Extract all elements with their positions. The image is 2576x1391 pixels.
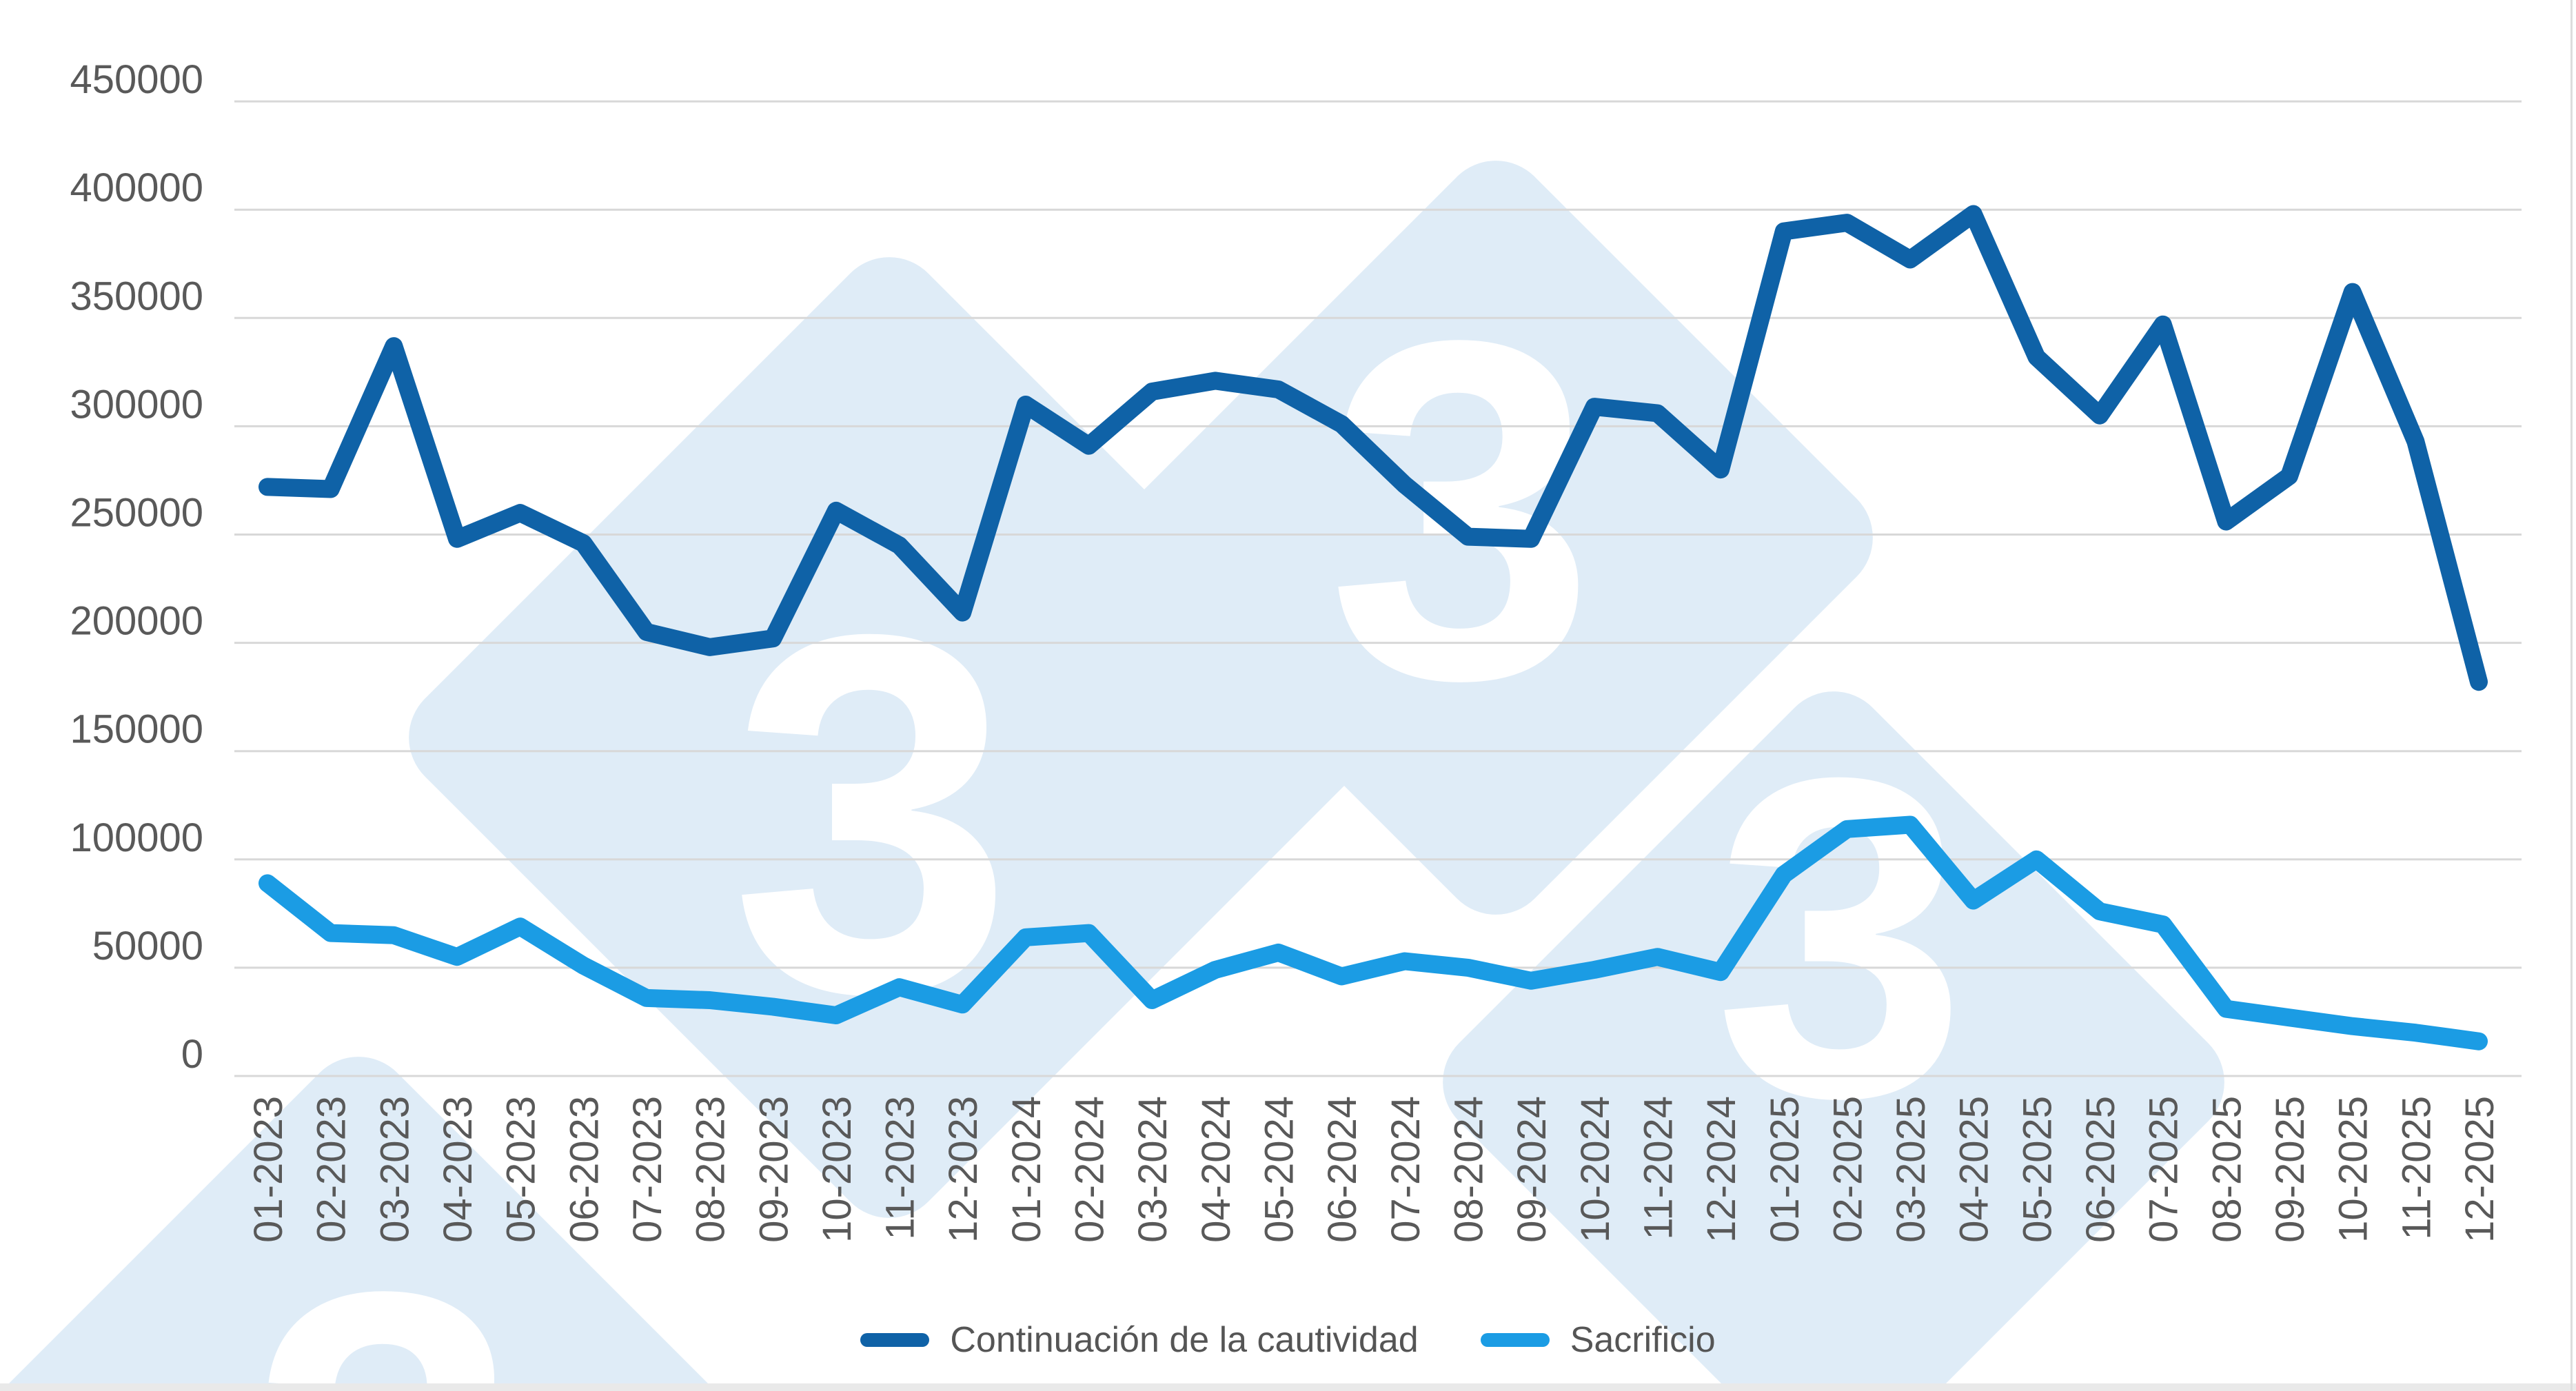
y-axis-tick-label: 400000 xyxy=(70,165,203,210)
series-layer xyxy=(258,205,2488,1050)
x-axis-tick-label: 03-2023 xyxy=(372,1096,417,1243)
y-axis-tick-label: 200000 xyxy=(70,599,203,644)
y-axis-tick-label: 300000 xyxy=(70,382,203,427)
watermark-diamond xyxy=(0,1057,763,1391)
x-axis-tick-label: 04-2024 xyxy=(1194,1096,1239,1243)
x-axis-tick-label: 07-2023 xyxy=(625,1096,670,1243)
y-axis-tick-label: 450000 xyxy=(70,57,203,102)
x-axis-tick-label: 01-2024 xyxy=(1004,1096,1049,1243)
series-line-continuacion xyxy=(258,205,2488,691)
x-axis-tick-label: 06-2023 xyxy=(562,1096,607,1243)
y-axis-labels: 0 50000 100000 150000 200000 250000 300000 3500… xyxy=(70,57,203,1077)
watermark-digit: 3 xyxy=(252,1192,520,1391)
x-axis-tick-label: 02-2023 xyxy=(310,1096,354,1243)
x-axis-tick-label: 07-2025 xyxy=(2142,1096,2187,1243)
watermark-digit: 3 xyxy=(1327,241,1595,780)
watermark-diamond xyxy=(1443,691,2224,1391)
x-axis-tick-label: 11-2023 xyxy=(878,1096,923,1240)
x-axis-tick-label: 09-2024 xyxy=(1510,1096,1554,1243)
x-axis-tick-label: 04-2023 xyxy=(436,1096,480,1243)
right-edge-line xyxy=(2570,0,2573,1391)
x-axis-tick-label: 01-2025 xyxy=(1763,1096,1807,1243)
x-axis-tick-label: 08-2023 xyxy=(689,1096,733,1243)
legend-swatch-sacrificio xyxy=(1480,1333,1550,1347)
legend-label-sacrificio: Sacrificio xyxy=(1570,1320,1716,1360)
x-axis-tick-label: 12-2023 xyxy=(941,1096,986,1243)
x-axis-tick-label: 10-2023 xyxy=(815,1096,860,1243)
series-line-sacrificio xyxy=(258,815,2488,1050)
x-axis-tick-label: 11-2025 xyxy=(2394,1096,2439,1240)
y-axis-tick-label: 150000 xyxy=(70,707,203,752)
x-axis-tick-label: 10-2024 xyxy=(1573,1096,1618,1243)
gridline-layer xyxy=(234,100,2522,1077)
x-axis-tick-label: 08-2024 xyxy=(1446,1096,1491,1243)
x-axis-tick-label: 09-2023 xyxy=(751,1096,796,1243)
x-axis-tick-label: 12-2024 xyxy=(1699,1096,1744,1243)
x-axis-tick-label: 04-2025 xyxy=(1952,1096,1997,1243)
y-axis-tick-label: 100000 xyxy=(70,815,203,860)
x-axis-tick-label: 06-2025 xyxy=(2078,1096,2123,1243)
legend-item-continuacion: Continuación de la cautividad xyxy=(860,1319,1419,1361)
legend-item-sacrificio: Sacrificio xyxy=(1480,1319,1716,1361)
x-axis-tick-label: 02-2025 xyxy=(1825,1096,1870,1243)
legend: Continuación de la cautividad Sacrificio xyxy=(0,1315,2576,1365)
x-axis-tick-label: 05-2025 xyxy=(2015,1096,2060,1243)
x-axis-tick-label: 08-2025 xyxy=(2204,1096,2249,1243)
x-axis-tick-label: 05-2024 xyxy=(1257,1096,1302,1243)
y-axis-tick-label: 250000 xyxy=(70,491,203,536)
x-axis-tick-label: 06-2024 xyxy=(1320,1096,1365,1243)
x-axis-tick-label: 11-2024 xyxy=(1636,1096,1681,1240)
watermark-digit: 3 xyxy=(1714,684,1967,1192)
legend-label-continuacion: Continuación de la cautividad xyxy=(950,1320,1419,1360)
legend-swatch-continuacion xyxy=(860,1333,930,1347)
x-axis-tick-label: 09-2025 xyxy=(2268,1096,2313,1243)
x-axis-tick-label: 03-2024 xyxy=(1130,1096,1175,1243)
x-axis-labels: 01-2023 02-2023 03-2023 04-2023 05-2023 06-20… xyxy=(246,1096,2502,1243)
x-axis-tick-label: 10-2025 xyxy=(2331,1096,2376,1243)
y-axis-tick-label: 0 xyxy=(181,1032,203,1077)
x-axis-tick-label: 02-2024 xyxy=(1068,1096,1113,1243)
y-axis-tick-label: 350000 xyxy=(70,274,203,318)
x-axis-tick-label: 12-2025 xyxy=(2457,1096,2502,1243)
x-axis-tick-label: 07-2024 xyxy=(1383,1096,1428,1243)
x-axis-tick-label: 05-2023 xyxy=(499,1096,544,1243)
x-axis-tick-label: 03-2025 xyxy=(1889,1096,1934,1243)
y-axis-tick-label: 50000 xyxy=(92,924,203,968)
x-axis-tick-label: 01-2023 xyxy=(246,1096,291,1243)
bottom-window-strip xyxy=(0,1383,2576,1391)
